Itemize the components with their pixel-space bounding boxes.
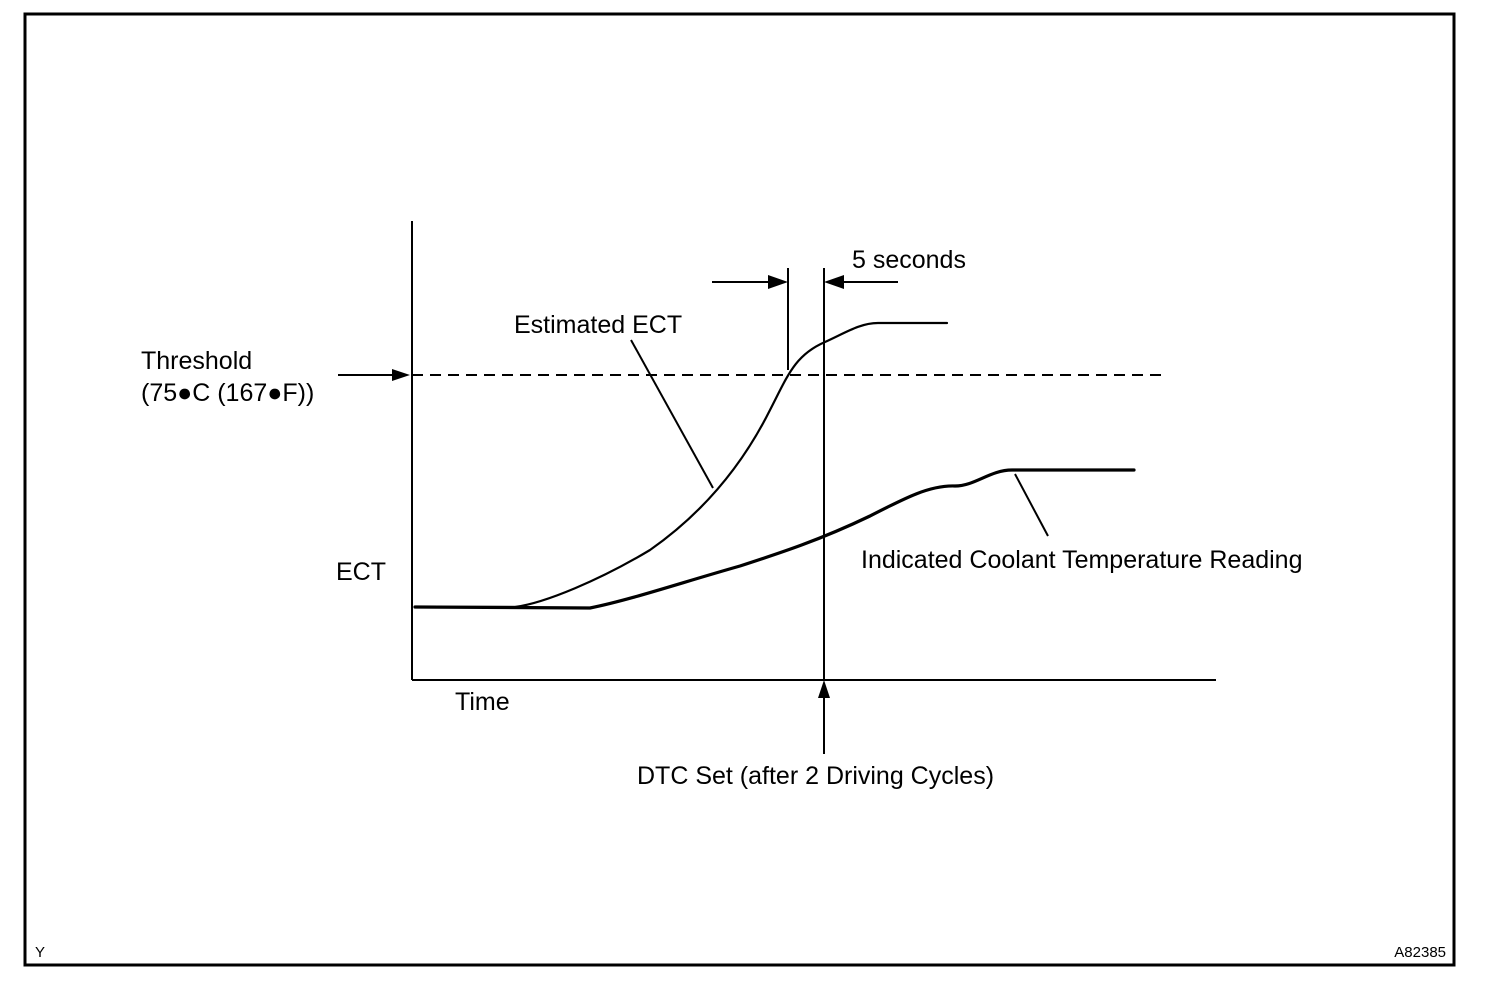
indicated-temperature-curve <box>413 468 1136 610</box>
threshold-value-label: (75●C (167●F)) <box>141 379 314 407</box>
threshold-arrowhead <box>392 369 410 381</box>
estimated-ect-label: Estimated ECT <box>514 311 682 339</box>
dtc-set-label: DTC Set (after 2 Driving Cycles) <box>637 762 994 790</box>
ect-axis-label: ECT <box>336 558 386 586</box>
dtc-set-arrowhead <box>818 680 830 698</box>
indicated-reading-leader <box>1014 473 1049 537</box>
dimension-left-arrowhead <box>768 275 788 289</box>
figure-id: A82385 <box>1394 944 1446 961</box>
indicated-reading-label: Indicated Coolant Temperature Reading <box>861 546 1303 574</box>
estimated-ect-leader <box>630 339 714 489</box>
time-axis-label: Time <box>455 688 510 716</box>
estimated-ect-curve <box>413 321 949 609</box>
five-seconds-label: 5 seconds <box>852 246 966 274</box>
figure-frame <box>23 12 1456 967</box>
dimension-right-arrowhead <box>824 275 844 289</box>
corner-code: Y <box>35 944 45 961</box>
threshold-label: Threshold <box>141 347 252 375</box>
